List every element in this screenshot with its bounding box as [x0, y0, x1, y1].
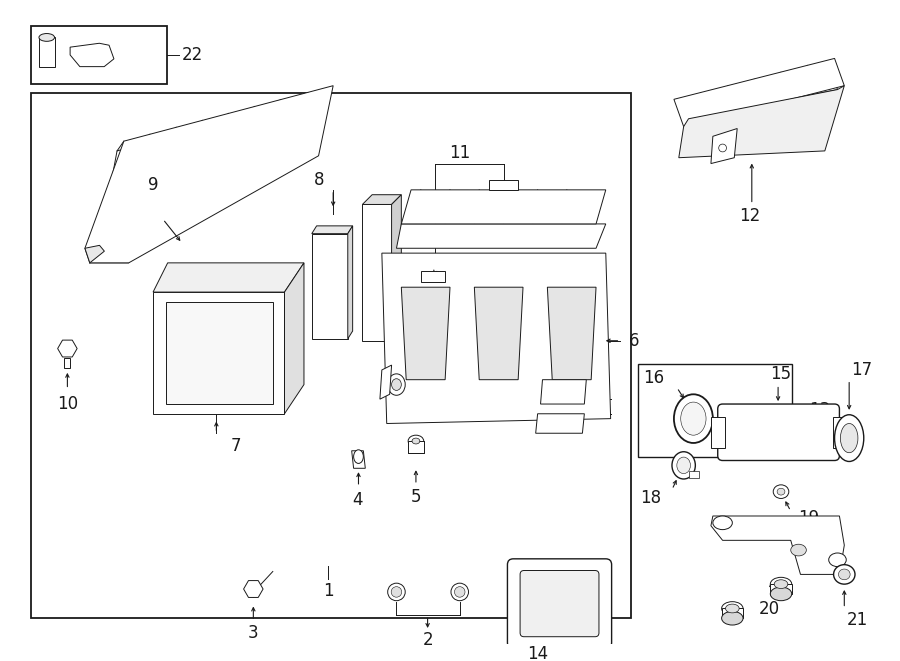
Polygon shape — [711, 516, 844, 574]
Polygon shape — [363, 204, 392, 341]
Text: 19: 19 — [798, 509, 820, 527]
Polygon shape — [58, 340, 77, 357]
Ellipse shape — [392, 379, 401, 391]
Text: 18: 18 — [640, 489, 662, 508]
Polygon shape — [284, 263, 304, 414]
Bar — [711, 416, 724, 448]
Polygon shape — [352, 451, 365, 468]
Text: 15: 15 — [770, 365, 792, 383]
Bar — [770, 584, 792, 594]
Ellipse shape — [777, 488, 785, 495]
Text: 12: 12 — [739, 207, 760, 225]
Polygon shape — [363, 195, 401, 204]
Polygon shape — [401, 190, 606, 224]
Ellipse shape — [677, 457, 690, 474]
Text: 3: 3 — [248, 624, 258, 642]
Ellipse shape — [713, 516, 733, 529]
Text: 16: 16 — [644, 369, 664, 387]
Ellipse shape — [412, 438, 419, 444]
Text: 5: 5 — [410, 488, 421, 506]
Bar — [39, 38, 55, 67]
Ellipse shape — [722, 602, 743, 615]
FancyBboxPatch shape — [717, 404, 840, 461]
Ellipse shape — [451, 583, 469, 601]
Text: 10: 10 — [57, 395, 78, 413]
Polygon shape — [397, 224, 606, 249]
Polygon shape — [489, 180, 518, 190]
Text: 13: 13 — [809, 401, 831, 419]
Ellipse shape — [408, 435, 424, 447]
Text: 2: 2 — [422, 631, 433, 648]
Polygon shape — [244, 580, 263, 598]
Bar — [32, 26, 167, 84]
Text: 6: 6 — [629, 332, 640, 350]
Ellipse shape — [725, 604, 739, 613]
Ellipse shape — [839, 569, 850, 580]
Text: 21: 21 — [847, 611, 868, 629]
Ellipse shape — [454, 587, 465, 597]
FancyBboxPatch shape — [520, 570, 599, 637]
Polygon shape — [311, 233, 347, 339]
Ellipse shape — [354, 449, 364, 463]
Polygon shape — [347, 226, 353, 339]
Ellipse shape — [388, 374, 405, 395]
Ellipse shape — [672, 451, 696, 479]
Polygon shape — [311, 226, 353, 233]
Polygon shape — [711, 128, 737, 163]
Text: 4: 4 — [352, 491, 363, 510]
Polygon shape — [153, 263, 304, 292]
Ellipse shape — [722, 611, 743, 625]
Bar — [638, 364, 792, 457]
Polygon shape — [392, 195, 401, 341]
Ellipse shape — [773, 485, 788, 498]
Polygon shape — [474, 287, 523, 379]
Polygon shape — [541, 379, 586, 404]
Ellipse shape — [841, 424, 858, 453]
Ellipse shape — [774, 580, 788, 588]
Bar — [722, 609, 743, 618]
Polygon shape — [547, 287, 596, 379]
Ellipse shape — [680, 402, 706, 435]
Text: 14: 14 — [527, 645, 548, 661]
Text: 9: 9 — [148, 176, 158, 194]
Polygon shape — [85, 86, 333, 263]
Text: 17: 17 — [851, 361, 872, 379]
Polygon shape — [421, 270, 446, 282]
Polygon shape — [382, 253, 610, 424]
Polygon shape — [153, 292, 284, 414]
Polygon shape — [679, 86, 844, 158]
Ellipse shape — [829, 553, 846, 566]
Polygon shape — [85, 245, 104, 263]
Ellipse shape — [39, 34, 55, 42]
Ellipse shape — [834, 414, 864, 461]
FancyBboxPatch shape — [508, 559, 612, 648]
Ellipse shape — [388, 583, 405, 601]
Text: 1: 1 — [323, 582, 334, 600]
Ellipse shape — [791, 544, 806, 556]
Bar — [689, 471, 699, 478]
Bar — [166, 302, 273, 404]
Text: 22: 22 — [182, 46, 202, 63]
Polygon shape — [401, 287, 450, 379]
Ellipse shape — [833, 564, 855, 584]
Polygon shape — [674, 58, 844, 126]
Ellipse shape — [674, 395, 713, 443]
Ellipse shape — [770, 577, 792, 591]
Ellipse shape — [392, 587, 401, 597]
Text: 11: 11 — [449, 144, 471, 162]
Polygon shape — [536, 414, 584, 433]
Ellipse shape — [770, 587, 792, 601]
Polygon shape — [380, 365, 392, 399]
Ellipse shape — [719, 144, 726, 152]
Bar — [65, 358, 70, 368]
Bar — [832, 416, 846, 448]
Text: 7: 7 — [230, 437, 241, 455]
Text: 8: 8 — [314, 171, 325, 189]
Bar — [32, 93, 632, 618]
Text: 20: 20 — [759, 600, 780, 619]
Bar — [408, 441, 424, 453]
Polygon shape — [70, 43, 114, 67]
